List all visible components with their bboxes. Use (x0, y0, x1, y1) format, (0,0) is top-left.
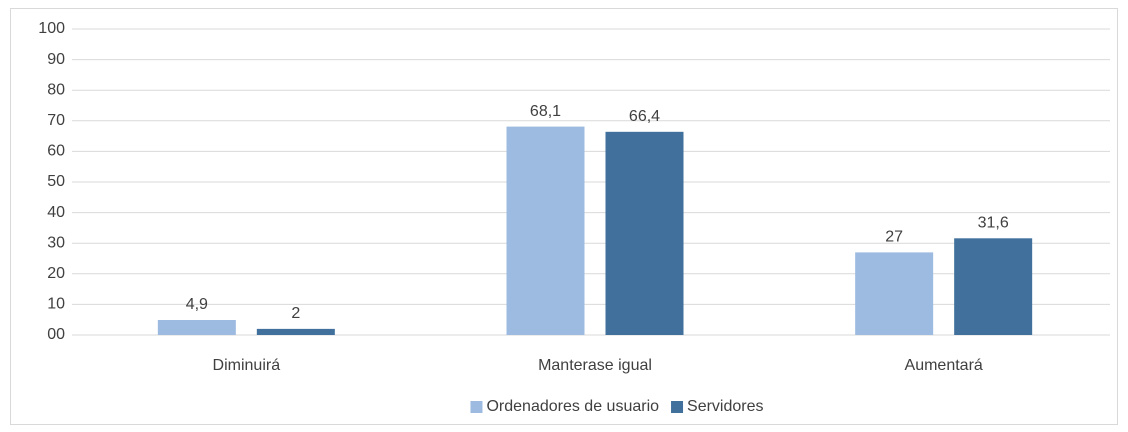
value-label: 4,9 (186, 296, 208, 313)
y-tick-label: 90 (47, 51, 65, 68)
y-tick-label: 60 (47, 143, 65, 160)
y-tick-label: 20 (47, 265, 65, 282)
value-label: 2 (291, 305, 300, 322)
bar (954, 238, 1033, 335)
bar (157, 320, 236, 335)
legend-swatch (671, 401, 684, 413)
x-tick-label: Manterase igual (538, 357, 652, 374)
x-tick-label: Diminuirá (213, 357, 281, 374)
y-tick-label: 50 (47, 173, 65, 190)
legend-label: Ordenadores de usuario (486, 398, 659, 415)
x-tick-label: Aumentará (905, 357, 983, 374)
bar (855, 252, 934, 335)
legend-label: Servidores (687, 398, 763, 415)
bar (506, 126, 585, 335)
value-label: 27 (885, 229, 903, 246)
bar (256, 328, 335, 335)
y-tick-label: 70 (47, 112, 65, 129)
value-label: 68,1 (530, 103, 561, 120)
y-tick-label: 100 (38, 20, 65, 37)
y-tick-label: 30 (47, 234, 65, 251)
bar (605, 131, 684, 335)
y-tick-label: 40 (47, 204, 65, 221)
legend-swatch (470, 401, 483, 413)
y-tick-label: 80 (47, 81, 65, 98)
value-label: 31,6 (978, 215, 1009, 232)
y-tick-label: 00 (47, 326, 65, 343)
value-label: 66,4 (629, 108, 660, 125)
y-tick-label: 10 (47, 296, 65, 313)
